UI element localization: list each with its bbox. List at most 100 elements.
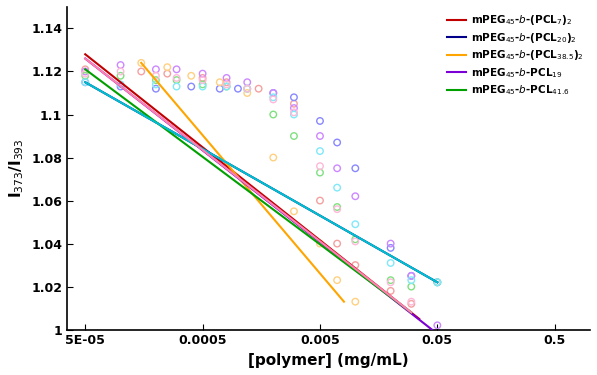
Point: [242, 86, 252, 92]
Point: [433, 279, 442, 285]
Point: [386, 277, 395, 283]
Point: [315, 148, 325, 154]
Point: [215, 86, 224, 92]
Point: [386, 288, 395, 294]
Point: [116, 62, 125, 68]
Point: [315, 170, 325, 176]
Point: [81, 73, 90, 79]
Point: [242, 79, 252, 85]
Point: [350, 238, 360, 244]
Point: [333, 204, 342, 210]
Line: mPEG$_{45}$-$b$-(PCL$_{38.5}$)$_2$: mPEG$_{45}$-$b$-(PCL$_{38.5}$)$_2$: [141, 63, 344, 302]
Point: [222, 79, 232, 85]
Point: [386, 260, 395, 266]
Point: [172, 66, 181, 72]
Point: [162, 64, 172, 70]
Point: [198, 77, 207, 83]
Point: [186, 84, 196, 90]
Point: [289, 209, 298, 214]
Point: [407, 273, 416, 279]
Point: [116, 69, 125, 75]
Point: [289, 133, 298, 139]
Point: [151, 86, 161, 92]
Point: [215, 79, 224, 85]
mPEG$_{45}$-$b$-(PCL$_{38.5}$)$_2$: [340, 299, 347, 304]
Point: [333, 277, 342, 283]
Point: [137, 69, 146, 75]
Point: [172, 75, 181, 81]
Point: [433, 322, 442, 328]
Legend: mPEG$_{45}$-$b$-(PCL$_7$)$_2$, mPEG$_{45}$-$b$-(PCL$_{20}$)$_2$, mPEG$_{45}$-$b$: mPEG$_{45}$-$b$-(PCL$_7$)$_2$, mPEG$_{45…: [443, 9, 588, 102]
Point: [151, 73, 161, 79]
Point: [315, 241, 325, 247]
Point: [151, 81, 161, 87]
Point: [407, 273, 416, 279]
Point: [137, 60, 146, 66]
Point: [289, 111, 298, 117]
Line: mPEG$_{45}$-$b$-(PCL$_{20}$)$_2$: mPEG$_{45}$-$b$-(PCL$_{20}$)$_2$: [85, 82, 438, 282]
Point: [186, 73, 196, 79]
Point: [269, 90, 278, 96]
Point: [81, 69, 90, 75]
Point: [242, 86, 252, 92]
Point: [289, 110, 298, 116]
Point: [116, 73, 125, 79]
Point: [198, 81, 207, 87]
Point: [81, 70, 90, 76]
Point: [350, 262, 360, 268]
Point: [269, 96, 278, 102]
Point: [116, 84, 125, 90]
Point: [269, 90, 278, 96]
Point: [315, 118, 325, 124]
Point: [333, 165, 342, 171]
Point: [151, 66, 161, 72]
mPEG$_{45}$-$b$-(PCL$_{20}$)$_2$: [82, 80, 89, 84]
Point: [350, 236, 360, 242]
Point: [222, 84, 232, 90]
Point: [198, 70, 207, 76]
Point: [81, 66, 90, 72]
Point: [315, 163, 325, 169]
Point: [222, 81, 232, 87]
Point: [222, 84, 232, 90]
mPEG$_{45}$-$b$-PCL$_{41.6}$: [82, 67, 89, 72]
Point: [289, 105, 298, 111]
Point: [350, 298, 360, 304]
Point: [407, 298, 416, 304]
Point: [162, 70, 172, 76]
Point: [333, 206, 342, 212]
Point: [333, 241, 342, 247]
Point: [289, 101, 298, 107]
Point: [386, 245, 395, 251]
Line: mPEG$_{45}$-$b$-PCL$_{41.6}$: mPEG$_{45}$-$b$-PCL$_{41.6}$: [85, 69, 411, 312]
Point: [116, 81, 125, 87]
Point: [315, 198, 325, 204]
Point: [254, 86, 263, 92]
Point: [333, 140, 342, 146]
Point: [315, 133, 325, 139]
mPEG$_{45}$-$b$-(PCL$_{20}$)$_2$: [434, 280, 441, 285]
Point: [350, 193, 360, 199]
Point: [81, 79, 90, 85]
Point: [172, 84, 181, 90]
Point: [269, 94, 278, 100]
Point: [350, 221, 360, 227]
Point: [242, 86, 252, 92]
Point: [386, 241, 395, 247]
Point: [233, 86, 243, 92]
Point: [407, 277, 416, 283]
Point: [269, 111, 278, 117]
Point: [433, 279, 442, 285]
mPEG$_{45}$-$b$-PCL$_{41.6}$: [408, 310, 415, 315]
Point: [242, 90, 252, 96]
mPEG$_{45}$-$b$-(PCL$_{38.5}$)$_2$: [138, 61, 145, 65]
Point: [433, 279, 442, 285]
Point: [151, 77, 161, 83]
Point: [407, 284, 416, 290]
Point: [222, 75, 232, 81]
Y-axis label: I$_{373}$/I$_{393}$: I$_{373}$/I$_{393}$: [7, 138, 26, 198]
X-axis label: [polymer] (mg/mL): [polymer] (mg/mL): [248, 353, 409, 368]
Point: [386, 279, 395, 285]
Point: [333, 184, 342, 190]
Point: [81, 79, 90, 85]
